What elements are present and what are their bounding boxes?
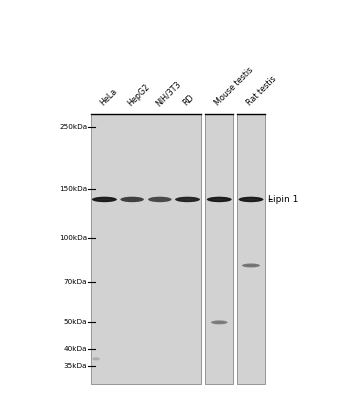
Ellipse shape — [211, 320, 227, 324]
Ellipse shape — [92, 197, 117, 202]
Text: NIH/3T3: NIH/3T3 — [154, 79, 182, 108]
Ellipse shape — [207, 197, 232, 202]
Ellipse shape — [238, 197, 263, 202]
Text: 100kDa: 100kDa — [59, 236, 87, 242]
Text: Rat testis: Rat testis — [245, 75, 278, 108]
Bar — [206, 114, 233, 384]
Text: 40kDa: 40kDa — [64, 346, 87, 352]
Ellipse shape — [153, 198, 166, 200]
Ellipse shape — [212, 198, 226, 200]
Ellipse shape — [92, 357, 100, 360]
Text: HepG2: HepG2 — [126, 82, 152, 108]
Ellipse shape — [97, 198, 111, 200]
Text: Lipin 1: Lipin 1 — [268, 195, 299, 204]
Text: 50kDa: 50kDa — [64, 319, 87, 325]
Ellipse shape — [246, 265, 256, 266]
Ellipse shape — [215, 322, 224, 323]
Ellipse shape — [175, 197, 200, 202]
Text: 70kDa: 70kDa — [64, 279, 87, 285]
Text: HeLa: HeLa — [98, 87, 119, 108]
Text: RD: RD — [181, 93, 196, 108]
Ellipse shape — [148, 197, 172, 202]
Bar — [91, 114, 201, 384]
Ellipse shape — [120, 197, 144, 202]
Ellipse shape — [242, 264, 260, 268]
Ellipse shape — [181, 198, 194, 200]
Ellipse shape — [244, 198, 258, 200]
Text: 35kDa: 35kDa — [64, 362, 87, 368]
Text: 250kDa: 250kDa — [59, 124, 87, 130]
Text: Mouse testis: Mouse testis — [213, 66, 255, 108]
Text: 150kDa: 150kDa — [59, 186, 87, 192]
Bar — [237, 114, 265, 384]
Ellipse shape — [126, 198, 139, 200]
